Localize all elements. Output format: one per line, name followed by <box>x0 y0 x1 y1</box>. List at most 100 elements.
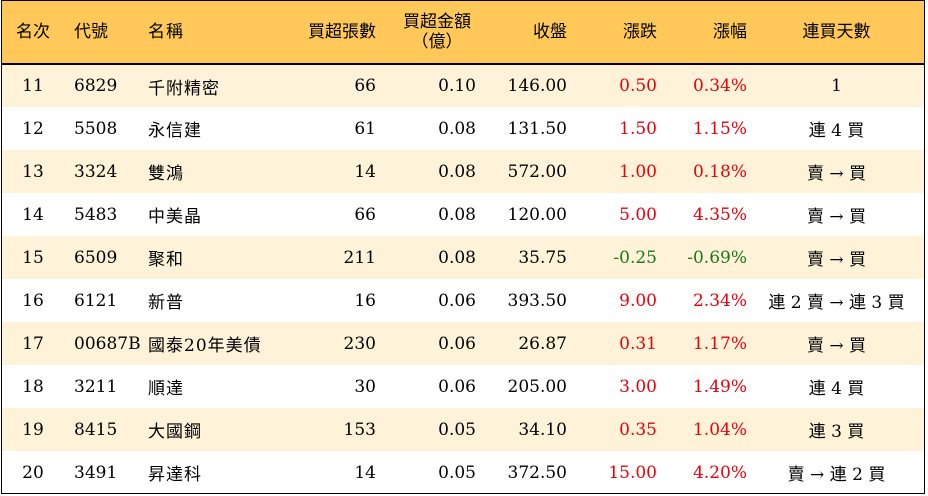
rank-cell: 12 <box>22 118 44 139</box>
amount-cell: 0.05 <box>438 419 476 440</box>
table-header: 名次 代號 名稱 買超張數 買超金額 （億） 收盤 漲跌 漲幅 連買天數 <box>2 1 924 65</box>
close-cell: 35.75 <box>518 247 567 268</box>
change-cell: 0.31 <box>619 333 657 354</box>
table-row: 19 8415 大國鋼 153 0.05 34.10 0.35 1.04% 連 3 買 <box>2 408 924 451</box>
code-cell: 5483 <box>64 193 148 236</box>
header-amount-line1: 買超金額 <box>403 12 471 32</box>
header-name: 名稱 <box>148 1 284 65</box>
pct-cell: 0.34% <box>692 76 747 96</box>
change-cell: 0.50 <box>619 76 657 96</box>
rank-cell: 17 <box>22 333 44 354</box>
lots-cell: 14 <box>354 462 376 483</box>
streak-cell: 賣 → 買 <box>806 250 867 270</box>
lots-cell: 14 <box>354 161 376 182</box>
name-cell: 中美晶 <box>148 207 202 227</box>
table-row: 15 6509 聚和 211 0.08 35.75 -0.25 -0.69% 賣 → 買 <box>2 236 924 279</box>
header-code: 代號 <box>64 1 148 65</box>
header-code-label: 代號 <box>74 22 108 42</box>
streak-cell: 連 2 賣 → 連 3 買 <box>768 293 905 313</box>
header-streak: 連買天數 <box>747 1 924 65</box>
amount-cell: 0.08 <box>438 118 476 139</box>
streak-cell: 連 4 買 <box>808 379 865 399</box>
change-cell: 0.35 <box>619 419 657 440</box>
lots-cell: 211 <box>343 247 376 268</box>
lots-cell: 61 <box>354 118 376 139</box>
rank-cell: 16 <box>22 290 44 311</box>
header-pct: 漲幅 <box>657 1 747 65</box>
pct-cell: 1.04% <box>692 419 747 440</box>
name-cell: 永信建 <box>148 121 202 141</box>
code-cell: 3491 <box>64 451 148 493</box>
table-body: 11 6829 千附精密 66 0.10 146.00 0.50 0.34% 1 12 5508 永信… <box>2 64 924 493</box>
rank-cell: 13 <box>22 161 44 182</box>
close-cell: 393.50 <box>507 290 567 311</box>
code-label: 3491 <box>74 462 118 483</box>
close-cell: 572.00 <box>507 161 567 182</box>
rank-cell: 15 <box>22 247 44 268</box>
lots-cell: 230 <box>343 333 376 354</box>
amount-cell: 0.08 <box>438 161 476 182</box>
change-cell: 1.50 <box>619 118 657 139</box>
lots-cell: 16 <box>354 290 376 311</box>
amount-cell: 0.08 <box>438 204 476 225</box>
table-row: 11 6829 千附精密 66 0.10 146.00 0.50 0.34% 1 <box>2 64 924 107</box>
header-lots: 買超張數 <box>284 1 376 65</box>
streak-cell: 賣 → 買 <box>806 336 867 356</box>
header-amount-line2: （億） <box>411 32 463 52</box>
rank-cell: 18 <box>22 376 44 397</box>
change-cell: 15.00 <box>608 462 657 483</box>
amount-cell: 0.08 <box>438 247 476 268</box>
code-label: 00687B <box>74 333 141 354</box>
close-cell: 34.10 <box>518 419 567 440</box>
rank-cell: 20 <box>22 462 44 483</box>
code-cell: 8415 <box>64 408 148 451</box>
lots-cell: 153 <box>343 419 376 440</box>
amount-cell: 0.06 <box>438 333 476 354</box>
pct-cell: 2.34% <box>692 290 747 311</box>
code-label: 3211 <box>74 376 118 397</box>
streak-cell: 連 4 買 <box>808 121 865 141</box>
header-amount: 買超金額 （億） <box>376 1 476 65</box>
lots-cell: 30 <box>354 376 376 397</box>
pct-cell: 1.15% <box>692 118 747 139</box>
header-name-label: 名稱 <box>148 22 184 42</box>
amount-cell: 0.10 <box>438 76 476 96</box>
name-cell: 大國鋼 <box>148 422 202 442</box>
header-change: 漲跌 <box>567 1 657 65</box>
change-cell: -0.25 <box>613 247 657 268</box>
code-cell: 3211 <box>64 365 148 408</box>
pct-cell: 1.17% <box>692 333 747 354</box>
pct-cell: 1.49% <box>692 376 747 397</box>
name-cell: 順達 <box>148 379 184 399</box>
change-cell: 9.00 <box>619 290 657 311</box>
streak-cell: 賣 → 買 <box>806 164 867 184</box>
code-cell: 6509 <box>64 236 148 279</box>
close-cell: 131.50 <box>507 118 567 139</box>
table-row: 18 3211 順達 30 0.06 205.00 3.00 1.49% 連 4 買 <box>2 365 924 408</box>
lots-cell: 66 <box>354 76 376 96</box>
code-cell: 00687B <box>64 322 148 365</box>
table-row: 20 3491 昇達科 14 0.05 372.50 15.00 4.20% 賣 → 連 2 買 <box>2 451 924 493</box>
amount-cell: 0.05 <box>438 462 476 483</box>
table-row: 17 00687B 國泰20年美債 230 0.06 26.87 0.31 1.17% 賣 → … <box>2 322 924 365</box>
amount-cell: 0.06 <box>438 376 476 397</box>
pct-cell: 0.18% <box>692 161 747 182</box>
table-row: 12 5508 永信建 61 0.08 131.50 1.50 1.15% 連 4 買 <box>2 107 924 150</box>
name-cell: 千附精密 <box>148 78 220 99</box>
streak-cell: 賣 → 買 <box>806 207 867 227</box>
code-label: 3324 <box>74 161 118 182</box>
table-row: 13 3324 雙鴻 14 0.08 572.00 1.00 0.18% 賣 → 買 <box>2 150 924 193</box>
name-cell: 雙鴻 <box>148 164 184 184</box>
streak-cell: 賣 → 連 2 買 <box>787 465 886 485</box>
lots-cell: 66 <box>354 204 376 225</box>
code-cell: 3324 <box>64 150 148 193</box>
close-cell: 26.87 <box>518 333 567 354</box>
code-cell: 6829 <box>64 64 148 107</box>
header-row: 名次 代號 名稱 買超張數 買超金額 （億） 收盤 漲跌 漲幅 連買天數 <box>2 1 924 65</box>
pct-cell: -0.69% <box>687 247 747 268</box>
close-cell: 372.50 <box>507 462 567 483</box>
table-row: 16 6121 新普 16 0.06 393.50 9.00 2.34% 連 2 賣 → 連 3… <box>2 279 924 322</box>
code-label: 6121 <box>74 290 118 311</box>
code-label: 5508 <box>74 118 118 139</box>
